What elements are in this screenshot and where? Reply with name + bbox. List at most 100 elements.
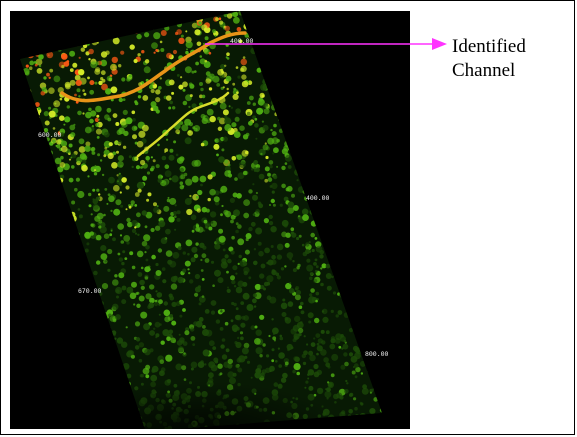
amplitude-speckle — [58, 418, 65, 426]
amplitude-speckle — [295, 289, 302, 296]
amplitude-speckle — [150, 227, 155, 233]
amplitude-speckle — [43, 128, 49, 133]
amplitude-speckle — [120, 369, 125, 375]
amplitude-speckle — [187, 268, 190, 271]
amplitude-speckle — [387, 58, 391, 62]
amplitude-speckle — [384, 112, 386, 114]
amplitude-speckle — [12, 340, 18, 346]
amplitude-speckle — [226, 288, 231, 293]
amplitude-speckle — [43, 316, 48, 320]
amplitude-speckle — [222, 248, 226, 252]
amplitude-speckle — [44, 175, 50, 181]
amplitude-speckle — [235, 222, 239, 226]
amplitude-speckle — [350, 117, 357, 124]
amplitude-speckle — [157, 248, 163, 253]
amplitude-speckle — [112, 237, 116, 242]
amplitude-speckle — [191, 103, 197, 109]
amplitude-speckle — [36, 229, 43, 236]
amplitude-speckle — [33, 393, 41, 401]
amplitude-speckle — [25, 388, 30, 393]
amplitude-speckle — [231, 235, 235, 240]
amplitude-speckle — [78, 214, 83, 219]
amplitude-speckle — [84, 408, 91, 415]
amplitude-speckle — [131, 265, 136, 270]
amplitude-speckle — [141, 240, 148, 247]
amplitude-speckle — [272, 101, 276, 105]
amplitude-speckle — [308, 189, 311, 192]
amplitude-speckle — [343, 58, 348, 63]
amplitude-speckle — [343, 312, 350, 318]
amplitude-speckle — [308, 13, 314, 20]
amplitude-speckle — [22, 38, 26, 42]
amplitude-speckle — [89, 404, 97, 412]
amplitude-speckle — [271, 30, 276, 35]
amplitude-speckle — [36, 150, 44, 158]
amplitude-speckle — [133, 303, 136, 306]
amplitude-speckle — [155, 336, 158, 339]
amplitude-speckle — [235, 108, 241, 114]
amplitude-speckle — [142, 175, 148, 181]
amplitude-speckle — [265, 155, 269, 160]
amplitude-speckle — [50, 359, 55, 364]
amplitude-speckle — [90, 213, 93, 216]
amplitude-speckle — [362, 44, 365, 47]
amplitude-speckle — [231, 156, 237, 161]
amplitude-speckle — [267, 36, 273, 42]
amplitude-speckle — [357, 173, 362, 178]
amplitude-speckle — [48, 76, 51, 80]
amplitude-speckle — [362, 273, 366, 276]
amplitude-speckle — [94, 215, 101, 222]
amplitude-speckle — [332, 90, 337, 96]
amplitude-speckle — [295, 29, 299, 33]
amplitude-speckle — [297, 215, 301, 218]
amplitude-speckle — [201, 24, 208, 31]
amplitude-speckle — [359, 87, 364, 92]
amplitude-speckle — [69, 382, 76, 389]
amplitude-speckle — [203, 219, 208, 224]
amplitude-speckle — [342, 118, 347, 124]
amplitude-speckle — [320, 124, 324, 128]
amplitude-speckle — [56, 144, 61, 149]
amplitude-speckle — [268, 214, 273, 220]
amplitude-speckle — [138, 295, 145, 302]
amplitude-speckle — [135, 21, 143, 29]
amplitude-speckle — [329, 343, 336, 350]
amplitude-speckle — [115, 122, 120, 126]
amplitude-speckle — [63, 357, 66, 360]
amplitude-speckle — [98, 381, 101, 384]
amplitude-speckle — [328, 163, 331, 167]
amplitude-speckle — [35, 372, 42, 379]
amplitude-speckle — [35, 102, 40, 107]
amplitude-speckle — [18, 250, 20, 252]
amplitude-speckle — [234, 314, 241, 321]
amplitude-speckle — [148, 302, 155, 309]
amplitude-speckle — [13, 139, 18, 144]
amplitude-speckle — [57, 36, 61, 41]
amplitude-speckle — [272, 327, 279, 335]
amplitude-speckle — [21, 366, 27, 371]
amplitude-speckle — [158, 313, 161, 316]
amplitude-speckle — [173, 279, 177, 283]
amplitude-speckle — [348, 409, 354, 414]
amplitude-speckle — [52, 376, 55, 379]
amplitude-speckle — [28, 189, 33, 194]
amplitude-speckle — [82, 35, 89, 42]
amplitude-speckle — [229, 197, 235, 203]
amplitude-speckle — [262, 58, 270, 66]
amplitude-speckle — [344, 389, 349, 394]
coord-label-4: 670.00 — [78, 288, 102, 295]
amplitude-speckle — [74, 320, 82, 327]
amplitude-speckle — [190, 257, 196, 263]
amplitude-speckle — [172, 210, 178, 216]
amplitude-speckle — [347, 179, 352, 183]
amplitude-speckle — [38, 241, 43, 247]
amplitude-speckle — [187, 130, 194, 136]
amplitude-speckle — [107, 117, 112, 122]
amplitude-speckle — [319, 22, 327, 30]
amplitude-speckle — [291, 193, 295, 198]
amplitude-speckle — [89, 421, 95, 427]
amplitude-speckle — [51, 366, 57, 372]
amplitude-speckle — [375, 115, 379, 120]
amplitude-speckle — [34, 16, 39, 22]
amplitude-speckle — [145, 293, 152, 300]
